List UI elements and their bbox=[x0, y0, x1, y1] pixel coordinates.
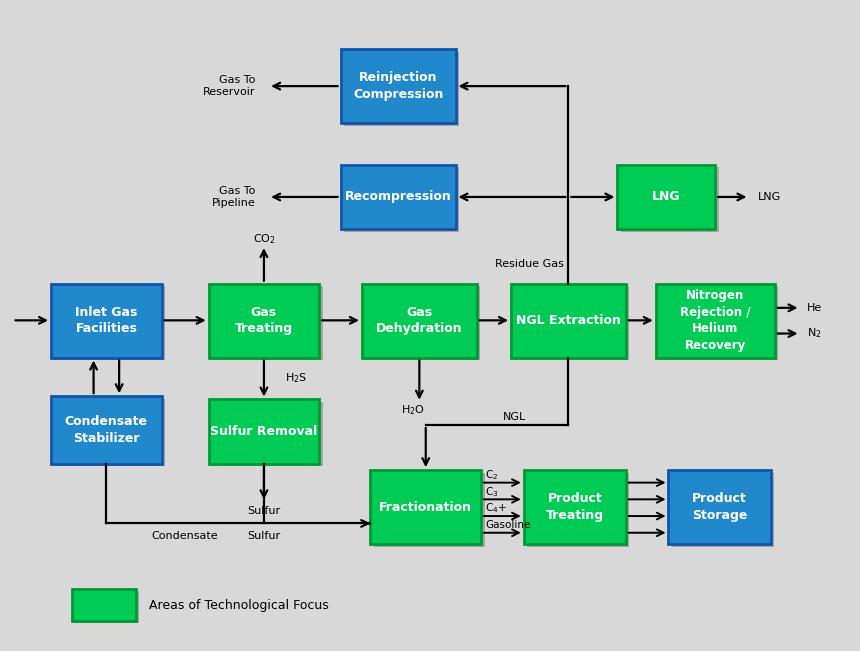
Text: He: He bbox=[808, 303, 822, 313]
Text: H$_2$S: H$_2$S bbox=[286, 371, 307, 385]
FancyBboxPatch shape bbox=[54, 286, 165, 360]
Text: Gasoline: Gasoline bbox=[485, 520, 531, 530]
FancyBboxPatch shape bbox=[366, 286, 480, 360]
FancyBboxPatch shape bbox=[341, 165, 456, 229]
Text: Sulfur: Sulfur bbox=[248, 506, 280, 516]
Text: CO$_2$: CO$_2$ bbox=[253, 232, 275, 245]
FancyBboxPatch shape bbox=[617, 165, 716, 229]
FancyBboxPatch shape bbox=[51, 396, 162, 464]
Text: Sulfur Removal: Sulfur Removal bbox=[211, 425, 317, 438]
Text: Gas
Treating: Gas Treating bbox=[235, 306, 293, 335]
Text: LNG: LNG bbox=[652, 191, 680, 204]
Text: C$_3$: C$_3$ bbox=[485, 485, 499, 499]
FancyBboxPatch shape bbox=[212, 286, 322, 360]
FancyBboxPatch shape bbox=[212, 402, 322, 466]
FancyBboxPatch shape bbox=[374, 473, 484, 547]
Text: C$_2$: C$_2$ bbox=[485, 468, 499, 482]
FancyBboxPatch shape bbox=[209, 400, 319, 464]
FancyBboxPatch shape bbox=[344, 167, 459, 232]
FancyBboxPatch shape bbox=[75, 591, 138, 623]
Text: Condensate: Condensate bbox=[152, 531, 218, 541]
Text: NGL Extraction: NGL Extraction bbox=[516, 314, 621, 327]
Text: Residue Gas: Residue Gas bbox=[495, 260, 564, 270]
Text: Areas of Technological Focus: Areas of Technological Focus bbox=[149, 598, 329, 611]
FancyBboxPatch shape bbox=[72, 589, 136, 621]
FancyBboxPatch shape bbox=[341, 49, 456, 123]
FancyBboxPatch shape bbox=[54, 399, 165, 466]
Text: Fractionation: Fractionation bbox=[379, 501, 472, 514]
FancyBboxPatch shape bbox=[209, 284, 319, 357]
Text: Gas
Dehydration: Gas Dehydration bbox=[376, 306, 463, 335]
FancyBboxPatch shape bbox=[527, 473, 630, 547]
FancyBboxPatch shape bbox=[655, 284, 775, 357]
FancyBboxPatch shape bbox=[371, 470, 481, 544]
Text: Nitrogen
Rejection /
Helium
Recovery: Nitrogen Rejection / Helium Recovery bbox=[680, 290, 751, 352]
FancyBboxPatch shape bbox=[672, 473, 774, 547]
FancyBboxPatch shape bbox=[659, 286, 778, 360]
FancyBboxPatch shape bbox=[51, 284, 162, 357]
FancyBboxPatch shape bbox=[524, 470, 626, 544]
FancyBboxPatch shape bbox=[514, 286, 630, 360]
Text: LNG: LNG bbox=[758, 192, 781, 202]
Text: Recompression: Recompression bbox=[345, 191, 452, 204]
FancyBboxPatch shape bbox=[668, 470, 771, 544]
Text: Reinjection
Compression: Reinjection Compression bbox=[353, 72, 443, 101]
Text: Product
Storage: Product Storage bbox=[692, 492, 747, 522]
FancyBboxPatch shape bbox=[344, 51, 459, 126]
Text: C$_4$+: C$_4$+ bbox=[485, 501, 507, 515]
FancyBboxPatch shape bbox=[362, 284, 476, 357]
Text: H$_2$O: H$_2$O bbox=[401, 404, 425, 417]
Text: Sulfur: Sulfur bbox=[248, 531, 280, 541]
Text: Inlet Gas
Facilities: Inlet Gas Facilities bbox=[75, 306, 138, 335]
Text: Condensate
Stabilizer: Condensate Stabilizer bbox=[64, 415, 148, 445]
FancyBboxPatch shape bbox=[621, 167, 719, 232]
Text: Gas To
Reservoir: Gas To Reservoir bbox=[203, 76, 255, 97]
FancyBboxPatch shape bbox=[511, 284, 626, 357]
Text: NGL: NGL bbox=[502, 412, 525, 422]
Text: Gas To
Pipeline: Gas To Pipeline bbox=[212, 186, 255, 208]
Text: N$_2$: N$_2$ bbox=[808, 327, 822, 340]
Text: Product
Treating: Product Treating bbox=[546, 492, 604, 522]
